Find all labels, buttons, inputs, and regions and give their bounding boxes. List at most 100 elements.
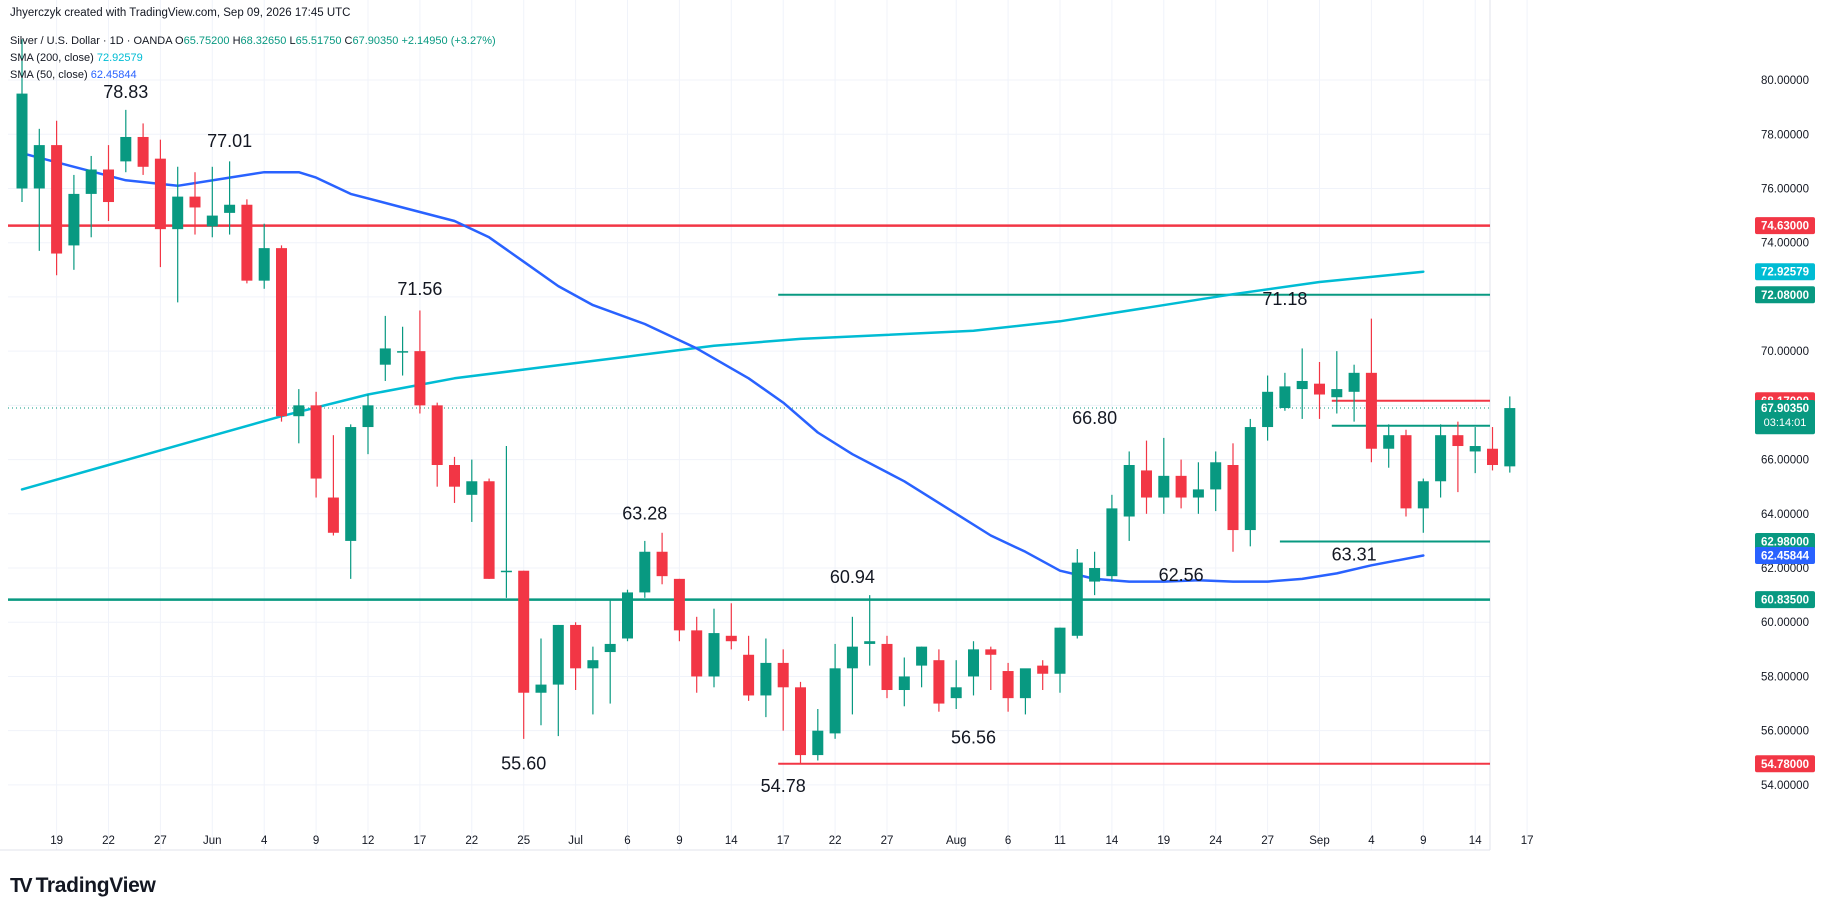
candle[interactable] [310, 391, 322, 498]
candle[interactable] [1365, 318, 1377, 463]
sma50-legend[interactable]: SMA (50, close) 62.45844 [10, 69, 137, 81]
candle[interactable] [1210, 451, 1222, 512]
candle[interactable] [345, 424, 357, 579]
candle[interactable] [846, 616, 858, 715]
candle[interactable] [1106, 494, 1118, 582]
candle[interactable] [622, 589, 633, 642]
candle[interactable] [1054, 627, 1066, 693]
candle[interactable] [414, 310, 426, 414]
candle[interactable] [795, 681, 806, 764]
candle[interactable] [327, 435, 339, 536]
candle[interactable] [1262, 375, 1274, 441]
candle[interactable] [760, 638, 772, 718]
candle-body [1435, 435, 1447, 482]
level-price-tag: 62.98000 [1761, 536, 1809, 548]
candle[interactable] [1452, 421, 1464, 493]
candle[interactable] [968, 641, 979, 696]
candle[interactable] [1504, 396, 1516, 473]
symbol-legend[interactable]: Silver / U.S. Dollar · 1D · OANDA O65.75… [10, 35, 496, 47]
candle[interactable] [172, 166, 184, 303]
candle[interactable] [743, 635, 755, 701]
candle[interactable] [604, 600, 616, 704]
candle[interactable] [276, 245, 287, 422]
candle[interactable] [1417, 478, 1429, 533]
candle[interactable] [431, 402, 443, 487]
candle[interactable] [552, 624, 564, 737]
sma50-line[interactable] [20, 151, 1425, 583]
candle[interactable] [864, 595, 876, 666]
candle[interactable] [881, 635, 893, 699]
candle[interactable] [483, 478, 495, 579]
candle[interactable] [829, 643, 841, 739]
candle[interactable] [33, 128, 45, 251]
candle[interactable] [535, 638, 547, 726]
candle[interactable] [518, 570, 530, 739]
candle[interactable] [1071, 549, 1083, 639]
candle[interactable] [985, 646, 997, 691]
candle[interactable] [1002, 662, 1014, 712]
candle[interactable] [1383, 424, 1395, 468]
candle[interactable] [1141, 440, 1152, 514]
candle[interactable] [1348, 364, 1360, 422]
candle-body [258, 248, 270, 281]
candle[interactable] [16, 39, 28, 203]
candle[interactable] [673, 578, 685, 642]
candle[interactable] [466, 459, 478, 522]
y-tick-label: 62.00000 [1761, 563, 1809, 575]
candle[interactable] [950, 660, 962, 709]
candle[interactable] [1089, 551, 1101, 596]
candle[interactable] [1487, 427, 1498, 471]
candle[interactable] [691, 616, 703, 693]
candle[interactable] [241, 199, 253, 284]
candle[interactable] [85, 155, 97, 238]
candle[interactable] [1435, 424, 1447, 498]
candle-body [449, 465, 460, 487]
candle[interactable] [656, 532, 668, 585]
candle[interactable] [51, 120, 63, 276]
candle[interactable] [1175, 459, 1187, 509]
candle[interactable] [224, 161, 236, 235]
candle[interactable] [898, 657, 910, 707]
candle[interactable] [379, 315, 391, 381]
candle[interactable] [916, 646, 928, 688]
candle[interactable] [206, 166, 218, 238]
candle[interactable] [1244, 418, 1256, 547]
candle[interactable] [1192, 462, 1204, 514]
candle[interactable] [1227, 443, 1239, 552]
candle[interactable] [500, 446, 512, 598]
candle[interactable] [1037, 660, 1049, 691]
candle[interactable] [362, 394, 374, 455]
candle[interactable] [1019, 668, 1031, 715]
candle[interactable] [1279, 372, 1291, 411]
candle[interactable] [258, 223, 270, 289]
candle[interactable] [777, 649, 789, 731]
candle[interactable] [1158, 437, 1170, 514]
candle[interactable] [397, 326, 409, 376]
candle[interactable] [449, 456, 460, 503]
sma200-legend[interactable]: SMA (200, close) 72.92579 [10, 52, 143, 64]
candle-body [1452, 435, 1464, 447]
candle[interactable] [189, 172, 201, 235]
candle[interactable] [154, 139, 166, 268]
candle[interactable] [103, 145, 114, 222]
sma200-line[interactable] [20, 270, 1425, 491]
candle[interactable] [933, 649, 945, 712]
candle[interactable] [587, 646, 599, 715]
candle[interactable] [1123, 451, 1135, 541]
candle[interactable] [725, 603, 737, 650]
candle[interactable] [68, 174, 80, 270]
candle[interactable] [1400, 429, 1412, 517]
candle[interactable] [1469, 427, 1481, 474]
candle[interactable] [1296, 348, 1308, 419]
candle[interactable] [708, 608, 720, 688]
candle[interactable] [639, 540, 651, 598]
candle[interactable] [293, 389, 305, 444]
candle[interactable] [1314, 361, 1325, 419]
tradingview-logo[interactable]: TV TradingView [10, 874, 156, 898]
candle[interactable] [137, 123, 149, 175]
candle[interactable] [570, 622, 582, 691]
candle[interactable] [120, 109, 132, 173]
candle[interactable] [1331, 351, 1343, 414]
candle[interactable] [812, 708, 824, 761]
